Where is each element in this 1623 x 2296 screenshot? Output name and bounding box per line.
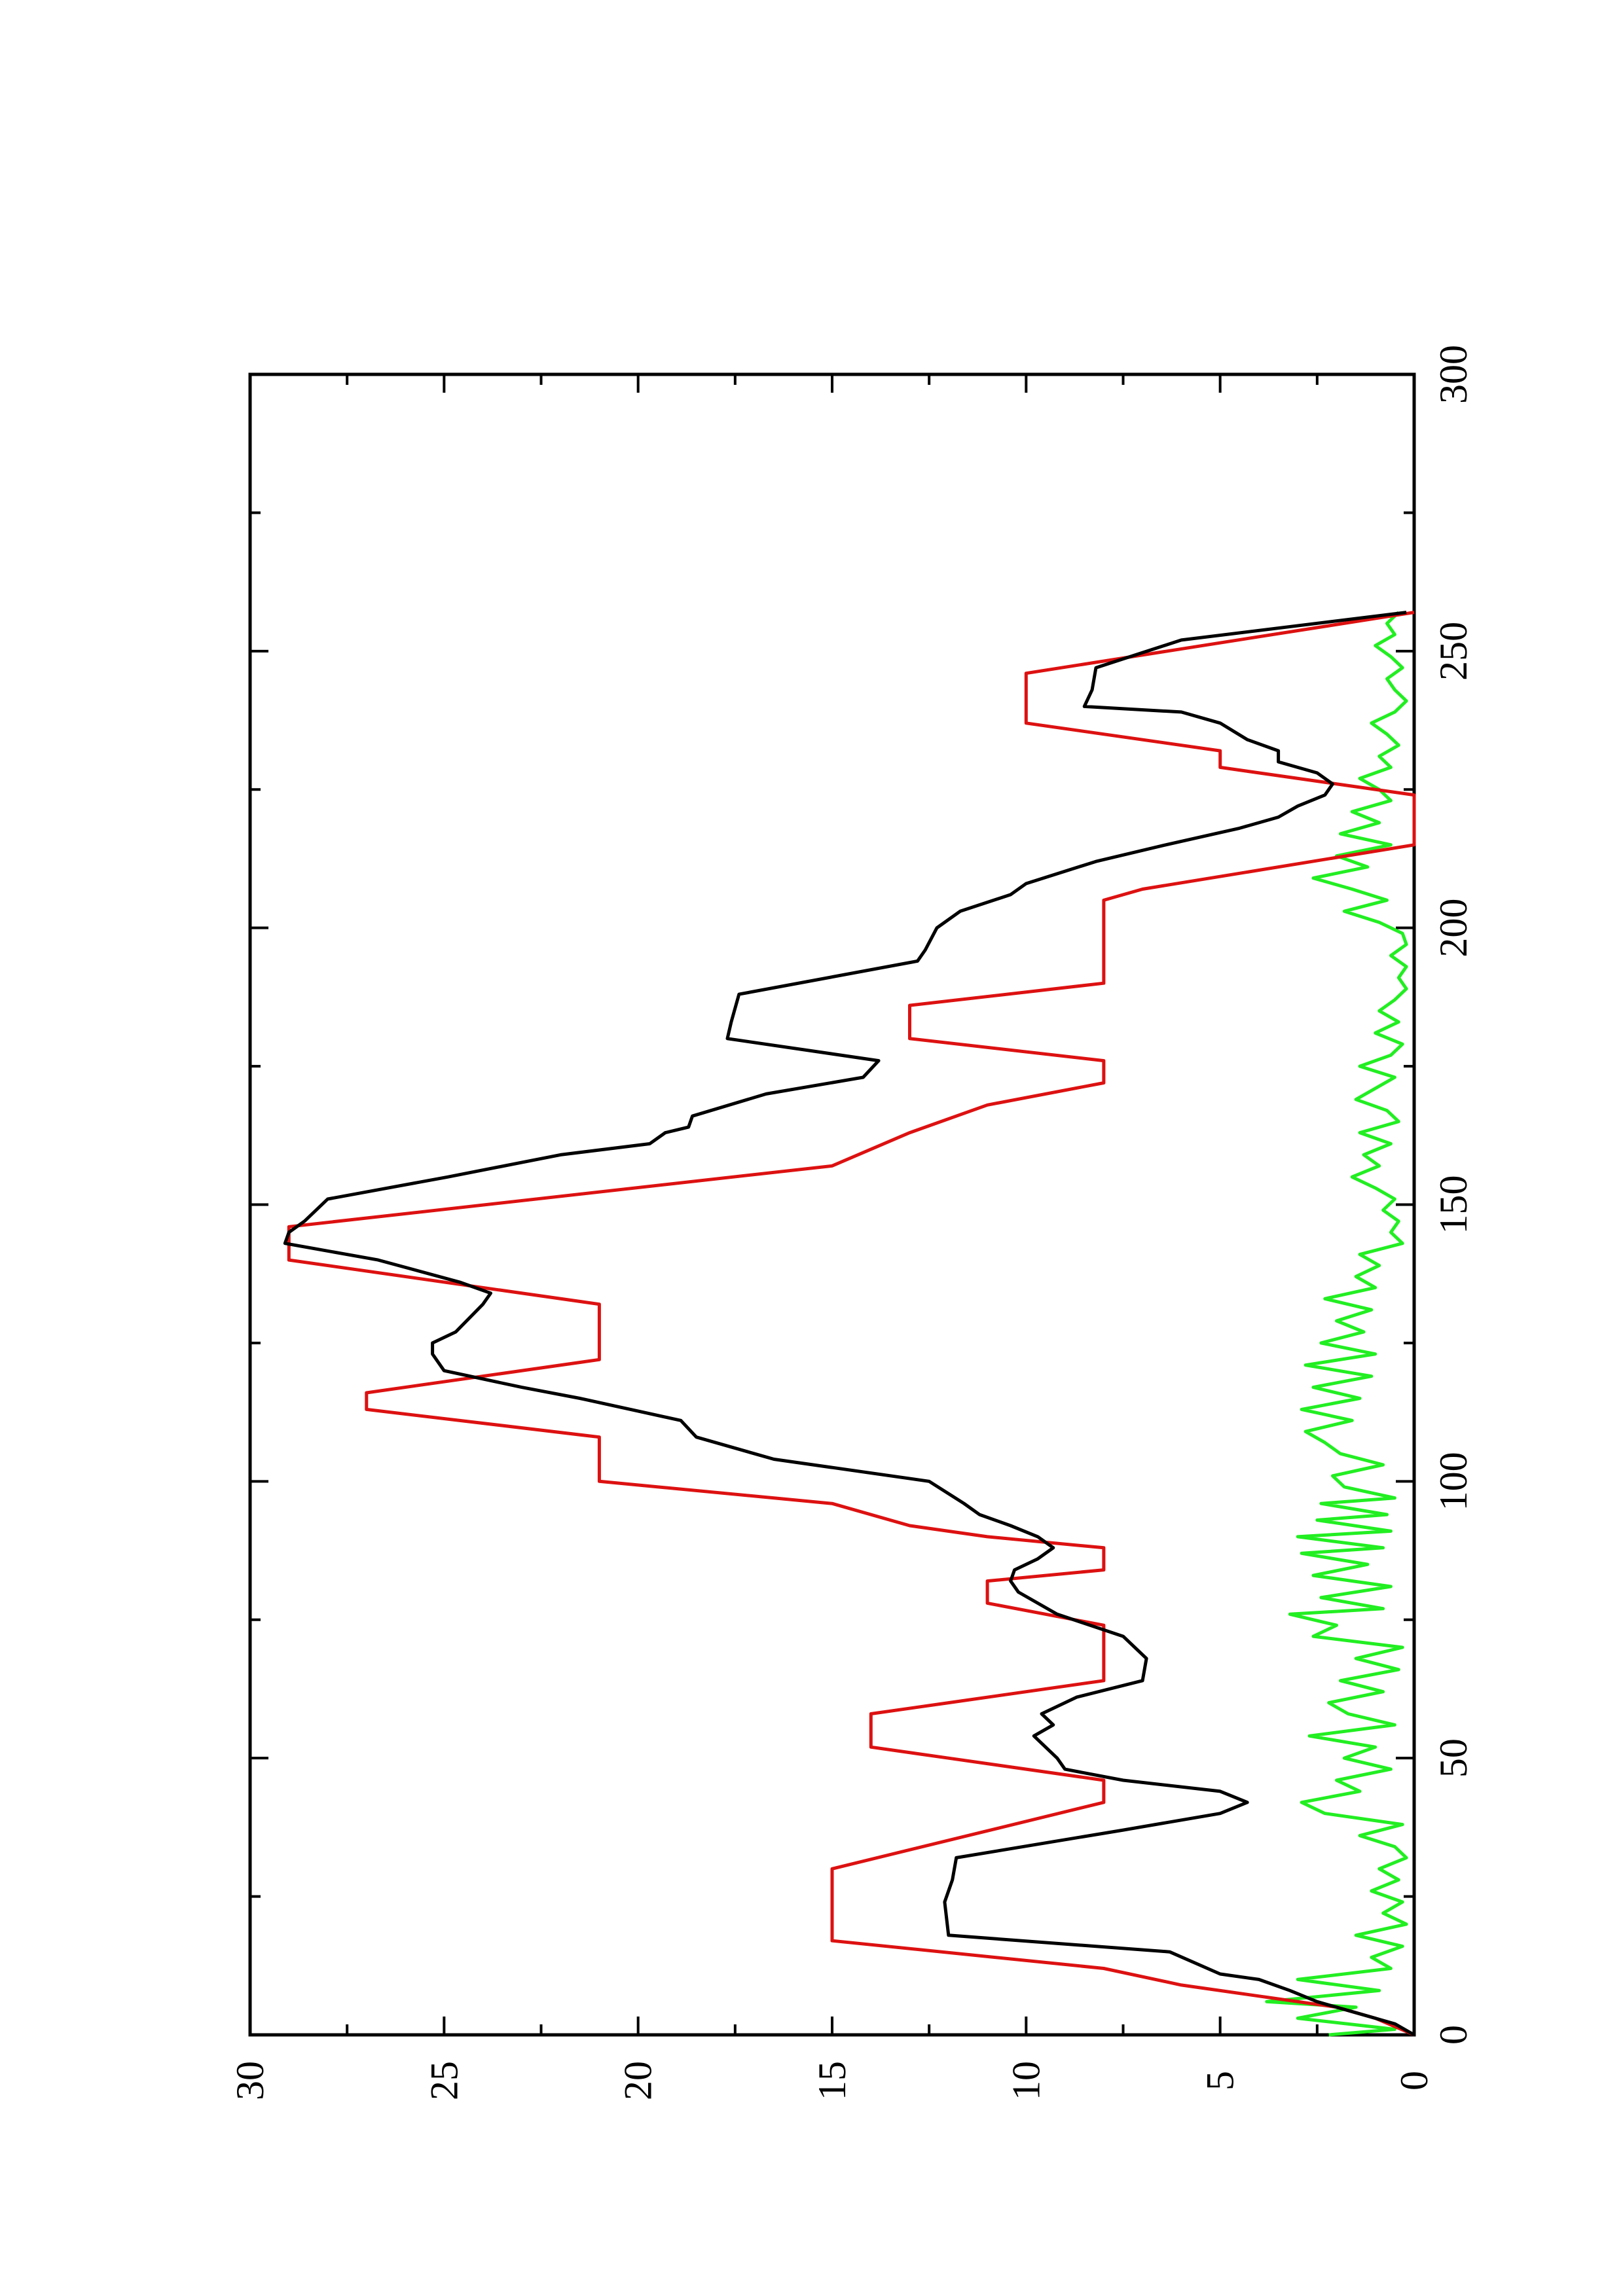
- y-tick-label: 25: [422, 2061, 465, 2100]
- y-tick-label: 5: [1199, 2071, 1242, 2090]
- x-tick-label: 250: [1432, 622, 1475, 681]
- x-tick-label: 0: [1432, 2025, 1475, 2045]
- tick-labels: 0 50 100 150 200 250 300 0 5 10 15 20 25 30: [228, 345, 1475, 2100]
- x-tick-label: 200: [1432, 899, 1475, 958]
- x-tick-label: 100: [1432, 1452, 1475, 1511]
- x-tick-label: 50: [1432, 1738, 1475, 1778]
- plot-area: 0 50 100 150 200 250 300 0 5 10 15 20 25 30: [228, 345, 1475, 2100]
- series-line-1: [287, 611, 1416, 2037]
- y-tick-label: 10: [1004, 2061, 1048, 2100]
- y-tick-label: 15: [811, 2061, 854, 2100]
- y-tick-label: 20: [617, 2061, 660, 2100]
- y-tick-label: 30: [228, 2061, 272, 2100]
- x-tick-label: 150: [1432, 1175, 1475, 1234]
- series-group: [283, 611, 1416, 2037]
- plot-frame: [248, 372, 1416, 2037]
- axis-ticks: [249, 373, 1415, 2036]
- x-tick-label: 300: [1432, 345, 1475, 404]
- y-tick-label: 0: [1393, 2071, 1436, 2090]
- series-line-2: [283, 611, 1415, 2037]
- series-line-3: [1265, 611, 1408, 2037]
